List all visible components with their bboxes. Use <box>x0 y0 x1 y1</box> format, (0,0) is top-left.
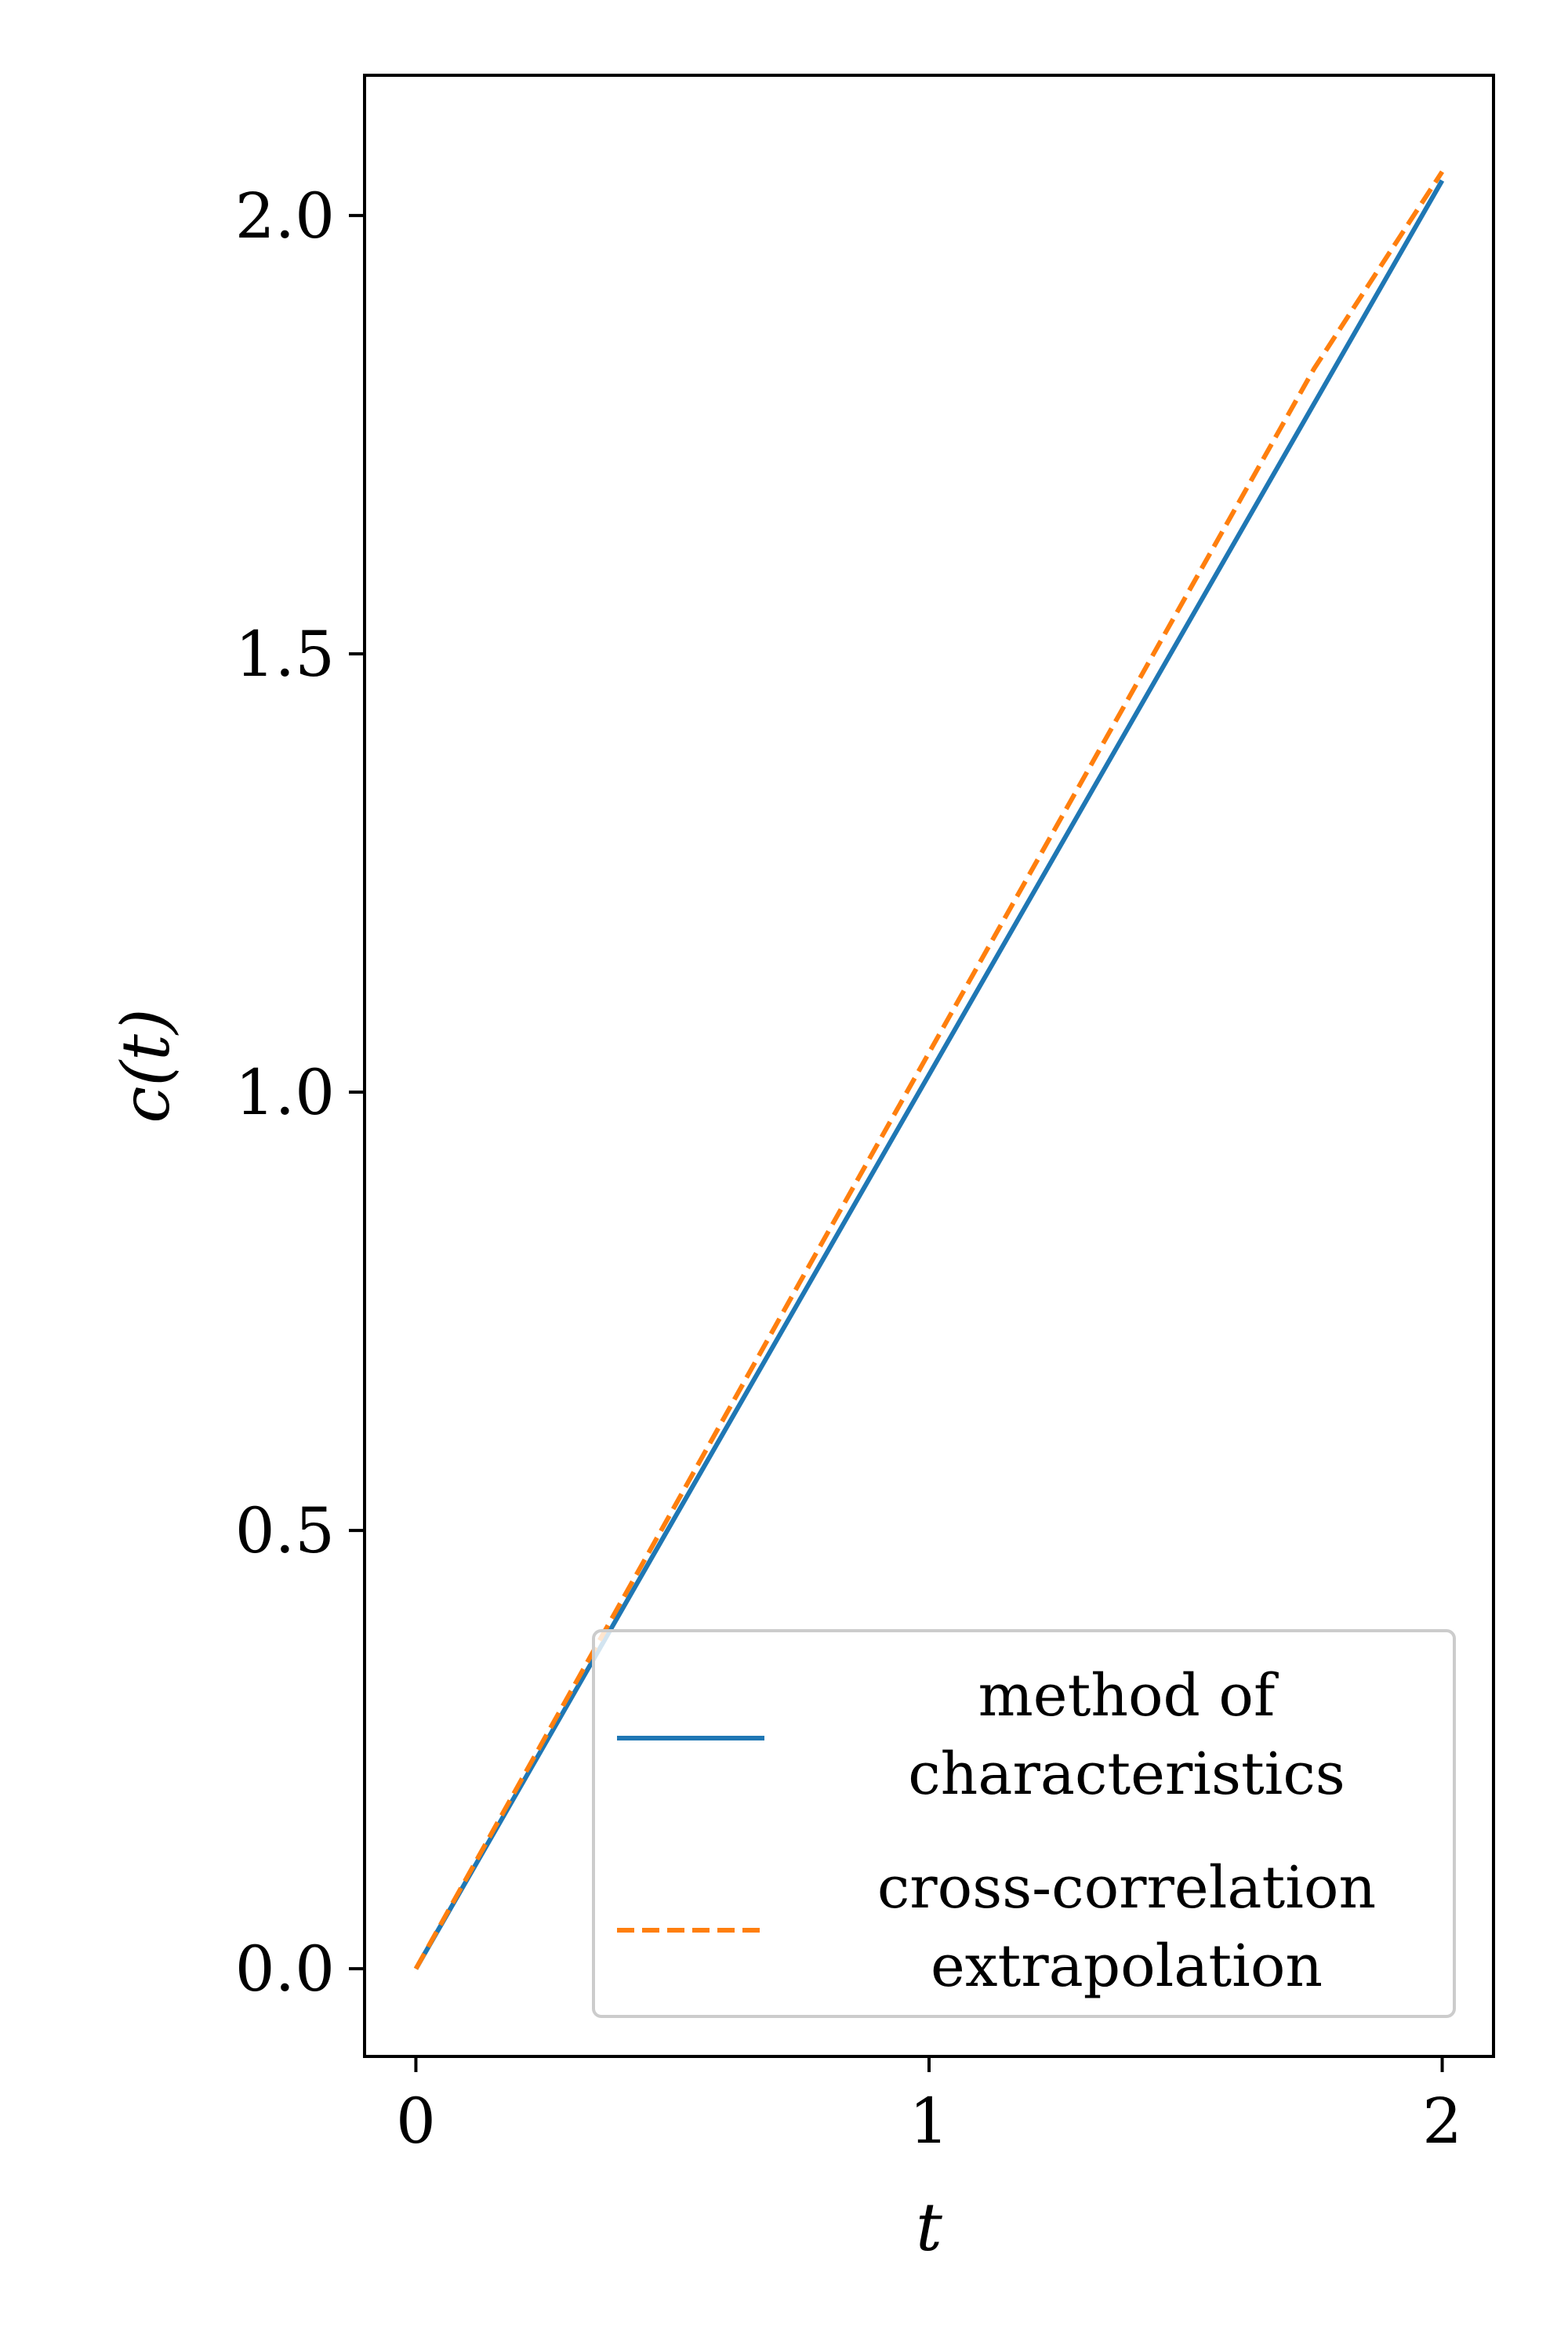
y-tick-label: 0.0 <box>235 1933 335 2005</box>
x-tick-label: 0 <box>396 2085 436 2158</box>
plot-lines <box>413 170 1445 1970</box>
y-axis-label: c(t) <box>107 1008 184 1123</box>
x-axis-label: t <box>916 2189 942 2266</box>
y-tick-label: 0.5 <box>235 1494 335 1567</box>
x-tick-label: 2 <box>1422 2085 1462 2158</box>
y-axis: 0.0 0.5 1.0 1.5 2.0 <box>235 180 365 2005</box>
series-line-2 <box>413 170 1445 1970</box>
series-line-1 <box>413 179 1445 1970</box>
legend: method of characteristics cross-correlatio… <box>592 1629 1456 2018</box>
y-tick-label: 1.5 <box>235 618 335 691</box>
legend-label: characteristics <box>908 1740 1345 1808</box>
legend-label: method of <box>978 1662 1279 1730</box>
legend-label: cross-correlation <box>877 1854 1376 1922</box>
legend-label: extrapolation <box>931 1933 1323 2000</box>
y-tick-label: 2.0 <box>235 180 335 252</box>
y-tick-label: 1.0 <box>235 1056 335 1129</box>
x-axis: 0 1 2 <box>396 2056 1462 2158</box>
legend-box <box>592 1629 1456 2018</box>
x-tick-label: 1 <box>909 2085 949 2158</box>
